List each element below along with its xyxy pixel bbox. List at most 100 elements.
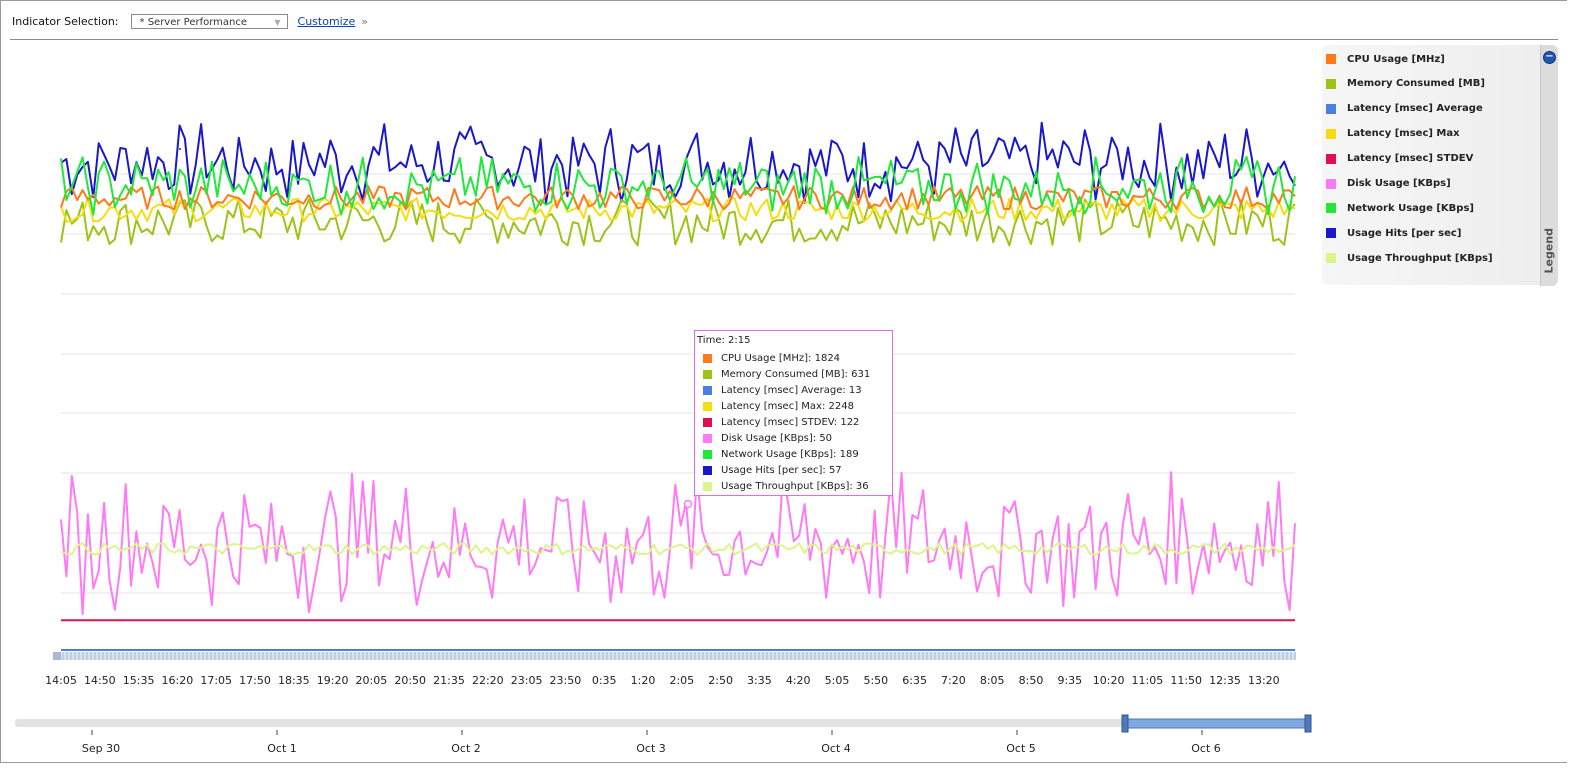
tooltip-value: Latency [msec] STDEV: 122 [721,416,860,428]
time-axis [53,652,1296,660]
x-tick-label: 12:35 [1209,674,1241,687]
legend-label: Network Usage [KBps] [1347,202,1474,214]
legend-swatch [1326,103,1336,114]
x-tick-label: 15:35 [122,674,155,687]
tooltip-row: Usage Hits [per sec]: 57 [697,462,892,478]
x-tick-label: 19:20 [316,674,349,687]
legend-item[interactable]: Usage Throughput [KBps] [1326,250,1493,266]
x-tick-label: 6:35 [902,674,927,687]
legend-item[interactable]: Network Usage [KBps] [1326,200,1474,216]
time-axis-handle[interactable] [53,652,61,660]
x-tick-label: 8:50 [1018,674,1044,687]
tooltip-value: Usage Hits [per sec]: 57 [721,464,842,476]
hover-point-marker[interactable] [683,499,693,509]
x-tick-label: 3:35 [747,674,772,687]
overview-drag-handle[interactable] [1121,714,1129,733]
x-tick-label: 2:05 [669,674,695,687]
series-line[interactable] [60,185,1296,211]
tooltip-value: Latency [msec] Max: 2248 [721,400,854,412]
series-line[interactable] [60,121,1296,205]
x-tick-label: 23:05 [510,674,543,687]
legend-label: Disk Usage [KBps] [1347,178,1451,189]
x-tick-label: 16:20 [161,674,194,687]
date-label: Oct 1 [267,742,297,755]
series-line[interactable] [60,471,1296,615]
tooltip-row: Memory Consumed [MB]: 631 [697,366,892,382]
legend-panel: CPU Usage [MHz] Memory Consumed [MB] Laten… [1322,45,1540,285]
overview-track[interactable] [15,719,1310,727]
legend-tab-label: Legend [1542,227,1556,274]
tooltip-swatch [703,465,712,475]
double-chevron-right-icon: » [361,14,368,28]
collapse-icon[interactable]: − [1543,51,1556,64]
series-line[interactable] [60,155,1296,217]
customize-link[interactable]: Customize [297,14,356,28]
data-tooltip: Time: 2:15 CPU Usage [MHz]: 1824 Memory C… [694,330,893,496]
legend-swatch [1326,128,1336,139]
tooltip-row: Latency [msec] STDEV: 122 [697,414,892,430]
data-point [179,148,181,150]
legend-item[interactable]: Memory Consumed [MB] [1326,76,1485,92]
legend-swatch [1326,203,1336,214]
legend-label: Latency [msec] Average [1347,103,1483,115]
date-label: Oct 3 [636,742,666,755]
overview-drag-handle[interactable] [1304,714,1312,733]
tooltip-swatch [703,433,712,443]
tooltip-swatch [703,353,712,363]
legend-item[interactable]: Latency [msec] Max [1326,126,1460,142]
grid-lines [61,173,1295,594]
indicator-selection-value: * Server Performance [139,16,248,28]
tooltip-row: Latency [msec] Max: 2248 [697,398,892,414]
legend-swatch [1326,253,1336,264]
tooltip-time: Time: 2:15 [697,335,751,346]
tooltip-swatch [703,385,712,395]
tooltip-row: Network Usage [KBps]: 189 [697,446,892,462]
tooltip-value: Memory Consumed [MB]: 631 [721,368,871,380]
x-tick-label: 18:35 [277,674,310,687]
x-tick-label: 5:50 [863,674,889,687]
tooltip-swatch [703,401,712,411]
legend-label: Memory Consumed [MB] [1347,78,1485,90]
legend-item[interactable]: Latency [msec] STDEV [1326,151,1473,167]
x-tick-label: 13:20 [1247,674,1280,687]
toolbar-divider [10,39,1558,40]
x-tick-label: 0:35 [591,674,617,687]
x-tick-label: 4:20 [785,674,811,687]
toolbar: Indicator Selection: * Server Performanc… [12,12,368,30]
overview-selection[interactable] [1124,718,1309,729]
tooltip-value: CPU Usage [MHz]: 1824 [721,352,841,364]
x-tick-label: 11:05 [1131,674,1164,687]
legend-item[interactable]: CPU Usage [MHz] [1326,51,1445,67]
legend-item[interactable]: Latency [msec] Average [1326,101,1483,117]
x-tick-label: 21:35 [433,674,465,687]
legend-swatch [1326,78,1336,89]
date-label: Sep 30 [81,742,121,755]
x-tick-label: 20:05 [355,674,388,687]
tooltip-value: Network Usage [KBps]: 189 [721,448,859,460]
legend-label: Latency [msec] Max [1347,128,1460,140]
x-tick-label: 8:05 [979,674,1005,687]
date-label: Oct 4 [821,742,851,755]
x-tick-label: 14:50 [83,674,116,687]
tooltip-row: Disk Usage [KBps]: 50 [697,430,892,446]
indicator-selection-dropdown[interactable]: * Server Performance ▼ [130,13,288,29]
tooltip-swatch [703,369,712,379]
legend-swatch [1326,178,1336,189]
legend-swatch [1326,228,1336,239]
series-line[interactable] [60,541,1296,556]
tooltip-value: Usage Throughput [KBps]: 36 [721,480,869,492]
x-tick-label: 10:20 [1092,674,1125,687]
x-tick-label: 2:50 [708,674,733,687]
legend-tab[interactable]: − Legend [1540,45,1558,286]
x-tick-label: 22:20 [471,674,504,687]
date-label: Oct 5 [1006,742,1036,755]
legend-label: Latency [msec] STDEV [1347,153,1474,165]
x-tick-label: 5:05 [824,674,850,687]
legend-item[interactable]: Usage Hits [per sec] [1326,225,1461,241]
legend-item[interactable]: Disk Usage [KBps] [1326,176,1451,192]
tooltip-swatch [703,449,712,459]
x-tick-label: 1:20 [630,674,656,687]
x-tick-label: 11:50 [1170,674,1203,687]
